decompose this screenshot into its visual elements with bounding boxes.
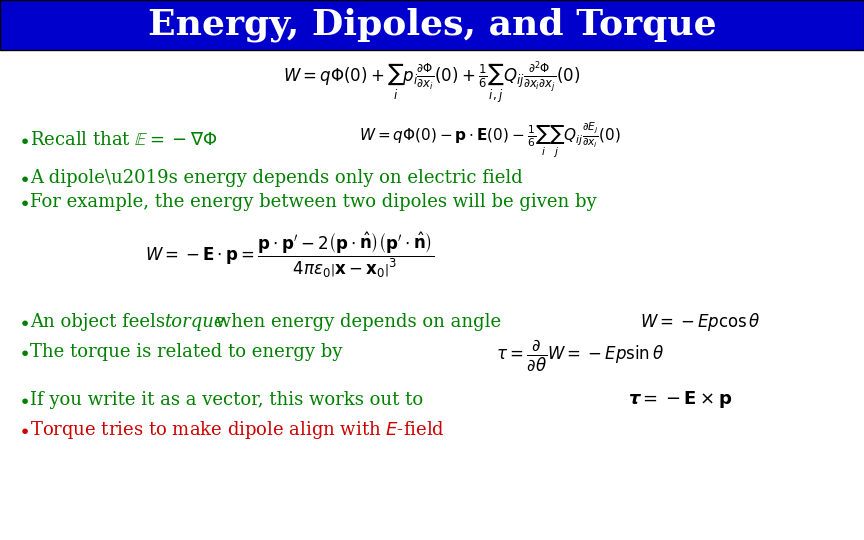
Text: $\bullet$: $\bullet$ [18,313,29,332]
Text: $\tau = \dfrac{\partial}{\partial\theta}W = -Ep\sin\theta$: $\tau = \dfrac{\partial}{\partial\theta}… [496,338,664,373]
FancyBboxPatch shape [0,0,864,50]
Text: torque: torque [164,313,225,331]
Text: For example, the energy between two dipoles will be given by: For example, the energy between two dipo… [30,193,597,211]
Text: $W = q\Phi(0)-\mathbf{p}\cdot\mathbf{E}(0)-\frac{1}{6}\sum_i\sum_j Q_{ij}\frac{\: $W = q\Phi(0)-\mathbf{p}\cdot\mathbf{E}(… [359,120,621,160]
Text: $\bullet$: $\bullet$ [18,192,29,212]
Text: $\bullet$: $\bullet$ [18,342,29,361]
Text: $\bullet$: $\bullet$ [18,131,29,150]
Text: A dipole\u2019s energy depends only on electric field: A dipole\u2019s energy depends only on e… [30,169,523,187]
Text: Energy, Dipoles, and Torque: Energy, Dipoles, and Torque [148,8,716,42]
Text: $W = q\Phi(0)+\sum_i p_i \frac{\partial\Phi}{\partial x_i}(0)+\frac{1}{6}\sum_{i: $W = q\Phi(0)+\sum_i p_i \frac{\partial\… [283,59,581,105]
Text: If you write it as a vector, this works out to: If you write it as a vector, this works … [30,391,423,409]
Text: when energy depends on angle: when energy depends on angle [210,313,501,331]
Text: $\bullet$: $\bullet$ [18,168,29,187]
Text: An object feels: An object feels [30,313,171,331]
Text: $\bullet$: $\bullet$ [18,421,29,440]
Text: The torque is related to energy by: The torque is related to energy by [30,343,342,361]
Text: $W = -\mathbf{E}\cdot\mathbf{p} = \dfrac{\mathbf{p}\cdot\mathbf{p}^{\prime}-2\le: $W = -\mathbf{E}\cdot\mathbf{p} = \dfrac… [145,231,435,280]
Text: Recall that $\mathbb{E} = -\nabla\Phi$: Recall that $\mathbb{E} = -\nabla\Phi$ [30,131,218,149]
Text: $\bullet$: $\bullet$ [18,390,29,409]
Text: Torque tries to make dipole align with $E$-field: Torque tries to make dipole align with $… [30,419,445,441]
Text: $\boldsymbol{\tau} = -\mathbf{E}\times\mathbf{p}$: $\boldsymbol{\tau} = -\mathbf{E}\times\m… [628,389,732,410]
Text: $W = -Ep\cos\theta$: $W = -Ep\cos\theta$ [639,311,760,333]
